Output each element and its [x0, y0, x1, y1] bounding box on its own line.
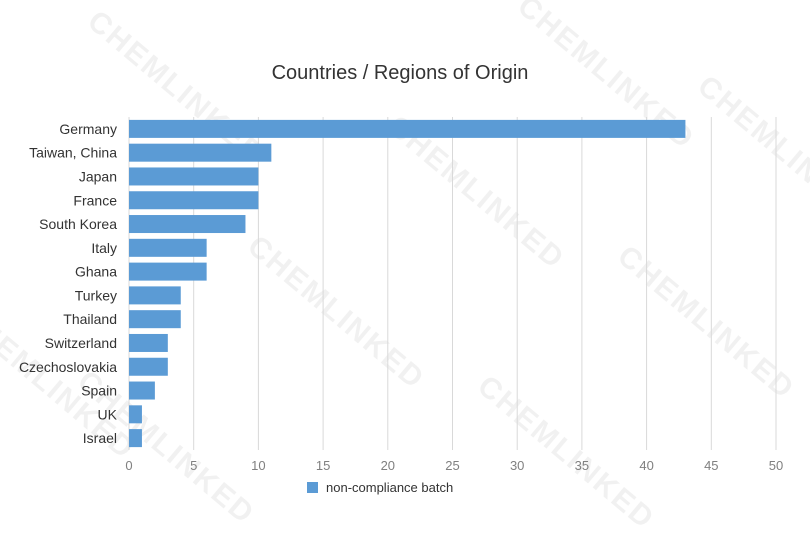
x-tick-label: 30: [510, 458, 524, 473]
bar: [129, 238, 207, 257]
bar: [129, 429, 142, 448]
category-label: South Korea: [39, 216, 117, 232]
bar: [129, 167, 259, 186]
category-label: Italy: [91, 240, 117, 256]
gridlines: [128, 117, 777, 450]
category-label: Switzerland: [45, 335, 117, 351]
legend-label: non-compliance batch: [326, 480, 453, 495]
bar: [129, 357, 168, 376]
bar: [129, 191, 259, 210]
category-label: Turkey: [75, 287, 117, 303]
bar: [129, 215, 246, 234]
x-tick-label: 45: [704, 458, 718, 473]
bar: [129, 262, 207, 281]
category-label: Spain: [81, 383, 117, 399]
chart-title: Countries / Regions of Origin: [272, 62, 529, 84]
category-label: Japan: [79, 168, 117, 184]
category-labels: Germany Taiwan, China Japan France South Kor…: [19, 121, 118, 446]
bar: [129, 310, 181, 329]
x-tick-label: 25: [445, 458, 459, 473]
watermark-text: CHEMLINKED: [611, 239, 801, 406]
bar: [129, 143, 272, 162]
x-tick-label: 15: [316, 458, 330, 473]
bars: [129, 119, 686, 448]
x-tick-label: 20: [381, 458, 395, 473]
x-tick-label: 10: [251, 458, 265, 473]
x-tick-label: 5: [190, 458, 197, 473]
bar: [129, 119, 686, 138]
category-label: Ghana: [75, 264, 117, 280]
bar: [129, 286, 181, 305]
watermark-text: CHEMLINKED: [691, 69, 810, 236]
category-label: France: [73, 192, 117, 208]
category-label: Germany: [59, 121, 117, 137]
bar: [129, 405, 142, 424]
category-label: Czechoslovakia: [19, 359, 117, 375]
category-label: Israel: [83, 430, 117, 446]
legend-swatch: [307, 482, 318, 493]
category-label: UK: [98, 406, 118, 422]
legend: non-compliance batch: [307, 480, 453, 495]
watermark-text: CHEMLINKED: [241, 229, 431, 396]
x-tick-label: 35: [575, 458, 589, 473]
x-axis-tick-labels: 0 5 10 15 20 25 30 35 40 45 50: [125, 458, 783, 473]
watermark-text: CHEMLINKED: [471, 369, 661, 536]
x-tick-label: 50: [769, 458, 783, 473]
x-tick-label: 0: [125, 458, 132, 473]
bar: [129, 333, 168, 352]
category-label: Taiwan, China: [29, 145, 117, 161]
x-tick-label: 40: [639, 458, 653, 473]
bar: [129, 381, 155, 400]
category-label: Thailand: [63, 311, 117, 327]
